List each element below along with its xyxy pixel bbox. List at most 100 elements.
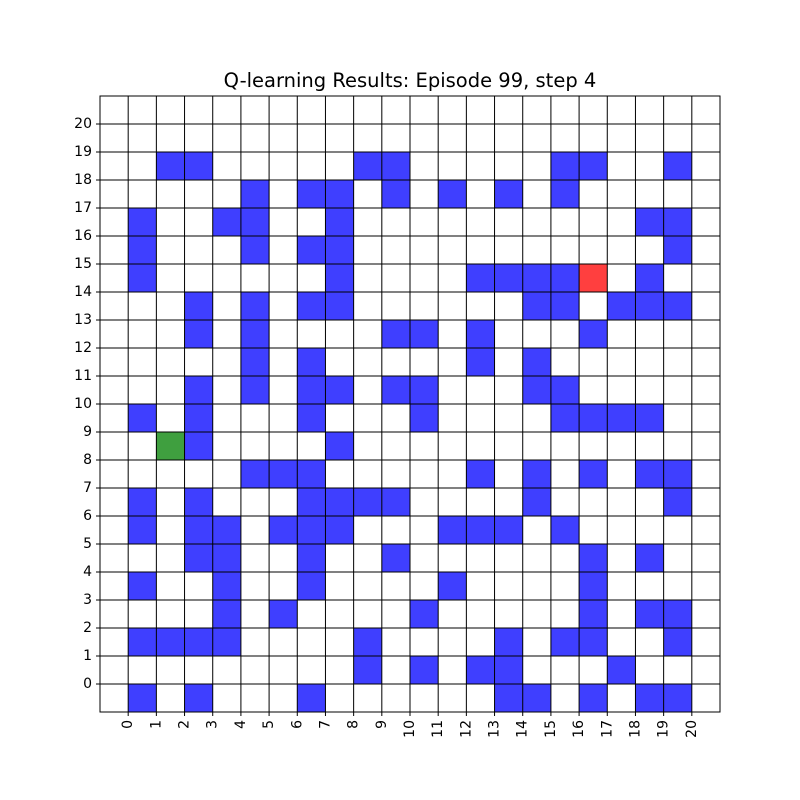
x-tick-label: 16 (571, 720, 587, 738)
wall-cell (325, 376, 354, 404)
y-tick-label: 15 (74, 256, 92, 272)
wall-cell (353, 656, 382, 684)
wall-cell (494, 516, 523, 544)
y-tick-label: 2 (83, 620, 92, 636)
x-tick-label: 10 (402, 720, 418, 738)
wall-cell (128, 684, 157, 712)
wall-cell (579, 628, 608, 656)
grid-cells (128, 152, 692, 712)
wall-cell (410, 376, 439, 404)
wall-cell (240, 460, 270, 488)
y-tick-label: 0 (83, 676, 92, 692)
wall-cell (184, 320, 213, 348)
wall-cell (184, 152, 213, 180)
wall-cell (184, 628, 213, 656)
y-tick-label: 1 (83, 648, 92, 664)
wall-cell (184, 488, 213, 516)
wall-cell (184, 376, 213, 404)
wall-cell (522, 264, 551, 292)
wall-cell (550, 404, 580, 432)
wall-cell (128, 572, 157, 600)
wall-cell (381, 152, 410, 180)
wall-cell (128, 208, 157, 236)
y-tick-label: 16 (74, 228, 92, 244)
wall-cell (550, 292, 580, 320)
goal-cell (156, 432, 185, 460)
wall-cell (297, 236, 326, 264)
x-tick-label: 13 (487, 720, 503, 738)
wall-cell (607, 292, 636, 320)
wall-cell (325, 432, 354, 460)
wall-cell (212, 628, 241, 656)
wall-cell (635, 292, 664, 320)
wall-cell (325, 208, 354, 236)
y-tick-label: 20 (74, 116, 92, 132)
wall-cell (635, 208, 664, 236)
wall-cell (240, 292, 270, 320)
wall-cell (579, 684, 608, 712)
wall-cell (663, 628, 692, 656)
wall-cell (494, 656, 523, 684)
wall-cell (325, 516, 354, 544)
wall-cell (410, 600, 439, 628)
y-tick-label: 10 (74, 396, 92, 412)
wall-cell (297, 516, 326, 544)
x-tick-label: 8 (346, 720, 362, 729)
y-tick-label: 3 (83, 592, 92, 608)
wall-cell (494, 628, 523, 656)
wall-cell (128, 404, 157, 432)
wall-cell (297, 684, 326, 712)
wall-cell (579, 460, 608, 488)
wall-cell (128, 516, 157, 544)
wall-cell (184, 432, 213, 460)
wall-cell (325, 488, 354, 516)
wall-cell (269, 600, 298, 628)
wall-cell (410, 404, 439, 432)
wall-cell (522, 684, 551, 712)
wall-cell (579, 320, 608, 348)
x-tick-label: 12 (458, 720, 474, 738)
wall-cell (550, 628, 580, 656)
wall-cell (325, 236, 354, 264)
wall-cell (297, 180, 326, 208)
wall-cell (240, 236, 270, 264)
y-tick-label: 12 (74, 340, 92, 356)
wall-cell (438, 516, 467, 544)
wall-cell (184, 292, 213, 320)
wall-cell (325, 292, 354, 320)
wall-cell (297, 376, 326, 404)
wall-cell (635, 264, 664, 292)
wall-cell (522, 460, 551, 488)
wall-cell (522, 292, 551, 320)
wall-cell (128, 264, 157, 292)
wall-cell (381, 180, 410, 208)
wall-cell (550, 264, 580, 292)
wall-cell (663, 152, 692, 180)
x-tick-label: 0 (120, 720, 136, 729)
wall-cell (410, 656, 439, 684)
grid-lines (100, 96, 720, 712)
wall-cell (353, 488, 382, 516)
wall-cell (635, 404, 664, 432)
wall-cell (240, 208, 270, 236)
y-tick-label: 19 (74, 144, 92, 160)
x-tick-label: 2 (177, 720, 193, 729)
wall-cell (240, 376, 270, 404)
x-axis-ticks: 0 1 2 3 4 5 6 7 8 9 10 11 12 13 14 15 16 17 18 19 20 (120, 712, 700, 738)
wall-cell (212, 208, 241, 236)
wall-cell (184, 404, 213, 432)
y-tick-label: 17 (74, 200, 92, 216)
wall-cell (579, 152, 608, 180)
wall-cell (663, 460, 692, 488)
wall-cell (663, 684, 692, 712)
wall-cell (607, 404, 636, 432)
wall-cell (635, 600, 664, 628)
wall-cell (522, 348, 551, 376)
wall-cell (579, 572, 608, 600)
x-tick-label: 11 (430, 720, 446, 738)
wall-cell (184, 544, 213, 572)
y-tick-label: 9 (83, 424, 92, 440)
y-tick-label: 5 (83, 536, 92, 552)
wall-cell (663, 600, 692, 628)
